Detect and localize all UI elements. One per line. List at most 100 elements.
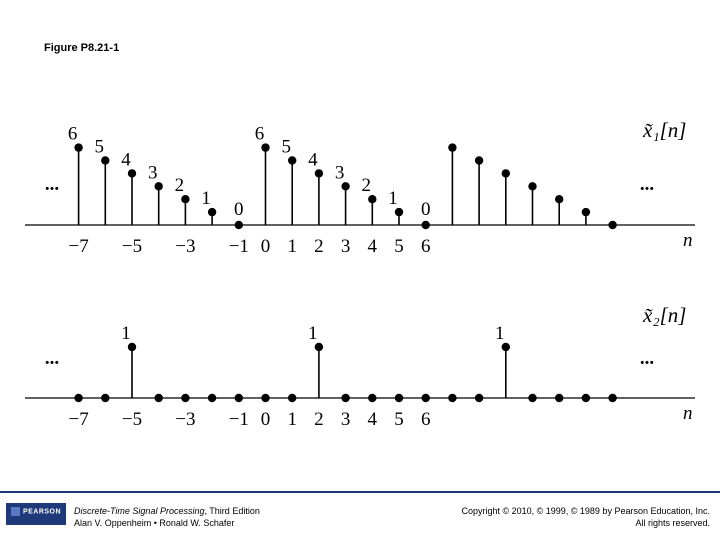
plot2-title: x̃₂[n] bbox=[642, 303, 686, 327]
copyright-text: Copyright © 2010, © 1999, © 1989 by Pear… bbox=[461, 506, 710, 516]
plot2-value-label: 1 bbox=[121, 323, 131, 344]
plot1-sample-point bbox=[368, 195, 377, 204]
plot1-value-label: 1 bbox=[388, 188, 398, 209]
plot1-sample-point bbox=[314, 169, 324, 178]
plot1-tick-label: 5 bbox=[394, 236, 404, 257]
plot2-tick-label: 3 bbox=[341, 409, 351, 430]
plot1-tick-label: −1 bbox=[229, 236, 249, 257]
plot1-sample-point bbox=[234, 220, 243, 230]
plot1-value-label: 3 bbox=[335, 162, 345, 183]
plot1-tick-label: 1 bbox=[287, 236, 297, 257]
book-edition: , Third Edition bbox=[204, 506, 260, 516]
plot2-sample-point bbox=[501, 342, 510, 352]
plot1-tick-label: −5 bbox=[122, 236, 142, 257]
plot1-value-label: 0 bbox=[234, 199, 244, 220]
plot2-tick-label: −5 bbox=[122, 409, 142, 430]
plot1-tick-label: 4 bbox=[368, 236, 378, 257]
plot1-tick-label: 2 bbox=[314, 236, 324, 257]
plot1-sample-point bbox=[448, 143, 457, 152]
plot2-tick-label: −3 bbox=[175, 409, 195, 430]
plot2-sample-point bbox=[448, 393, 457, 403]
plot1-sample-point bbox=[474, 156, 484, 165]
plot2-sample-point bbox=[234, 393, 243, 403]
plot2-tick-label: −7 bbox=[68, 409, 88, 430]
plot1-tick-label: −7 bbox=[68, 236, 88, 257]
plot1-value-label: 6 bbox=[68, 124, 78, 145]
plot2-sample-point bbox=[474, 393, 484, 403]
plot2-sample-point bbox=[341, 393, 350, 403]
plot1-sample-point bbox=[608, 220, 617, 230]
logo-text: PEARSON bbox=[8, 507, 64, 516]
plot2-sample-point bbox=[288, 393, 297, 403]
plot1-sample-point bbox=[288, 156, 297, 165]
plot2-sample-point bbox=[314, 342, 324, 352]
plot2-sample-point bbox=[261, 393, 270, 403]
plot1-value-label: 4 bbox=[308, 149, 318, 170]
plot2-value-label: 1 bbox=[495, 323, 505, 344]
plot2-sample-point bbox=[154, 393, 163, 403]
plot2-tick-label: −1 bbox=[229, 409, 249, 430]
plot2-tick-label: 0 bbox=[261, 409, 271, 430]
plot1-value-label: 4 bbox=[121, 149, 131, 170]
plot1-sample-point bbox=[181, 195, 190, 204]
plot1-sample-point bbox=[394, 207, 404, 217]
plot2-sample-point bbox=[528, 393, 537, 403]
plot1-value-label: 1 bbox=[201, 188, 211, 209]
plot2-sample-point bbox=[394, 393, 404, 403]
plot1-sample-point bbox=[528, 182, 537, 191]
plot1-value-label: 3 bbox=[148, 162, 158, 183]
plot2-tick-label: 1 bbox=[287, 409, 297, 430]
plot1-tick-label: 3 bbox=[341, 236, 351, 257]
plot2-sample-point bbox=[101, 393, 110, 403]
plot2-ellipsis-right: ... bbox=[640, 348, 654, 369]
plot2-sample-point bbox=[368, 393, 377, 403]
plot1-sample-point bbox=[101, 156, 110, 165]
plot1-ellipsis-right: ... bbox=[640, 174, 654, 195]
rights-text: All rights reserved. bbox=[635, 518, 710, 528]
plot1-title: x̃₁[n] bbox=[642, 118, 686, 142]
plot2-tick-label: 4 bbox=[368, 409, 378, 430]
plot1-sample-point bbox=[154, 182, 163, 191]
plot2-sample-point bbox=[181, 393, 190, 403]
publisher-logo: PEARSON bbox=[6, 503, 66, 525]
plot1-tick-label: 6 bbox=[421, 236, 431, 257]
plot1-value-label: 2 bbox=[175, 175, 185, 196]
plot1-ellipsis-left: ... bbox=[45, 174, 59, 195]
figure-label: Figure P8.21-1 bbox=[44, 42, 120, 54]
plot2-sample-point bbox=[127, 342, 137, 352]
plot1-sample-point bbox=[555, 195, 564, 204]
plot1-sample-point bbox=[127, 169, 137, 178]
plot2-ellipsis-left: ... bbox=[45, 348, 59, 369]
book-title: Discrete-Time Signal Processing bbox=[74, 506, 205, 516]
plot1-value-label: 2 bbox=[362, 175, 372, 196]
plot2-sample-point bbox=[74, 393, 83, 403]
plot2-sample-point bbox=[608, 393, 617, 403]
plot1-sample-point bbox=[421, 220, 430, 230]
plot2-sample-point bbox=[581, 393, 591, 403]
footer-rule bbox=[0, 491, 720, 493]
plot1-value-label: 5 bbox=[281, 137, 291, 158]
plot1-sample-point bbox=[207, 207, 217, 217]
plot1-value-label: 0 bbox=[421, 199, 431, 220]
plot2-value-label: 1 bbox=[308, 323, 318, 344]
plot1-sample-point bbox=[341, 182, 350, 191]
plot2-sample-point bbox=[207, 393, 217, 403]
plot1-value-label: 6 bbox=[255, 124, 265, 145]
plot2-x-label: n bbox=[683, 403, 693, 424]
plot1-tick-label: 0 bbox=[261, 236, 271, 257]
plot2-tick-label: 6 bbox=[421, 409, 431, 430]
plot1-sample-point bbox=[501, 169, 510, 178]
plot1-sample-point bbox=[581, 207, 591, 217]
plot1-value-label: 5 bbox=[95, 137, 105, 158]
plot2-sample-point bbox=[421, 393, 430, 403]
copyright-notice: Copyright © 2010, © 1999, © 1989 by Pear… bbox=[461, 505, 710, 529]
plot1-x-label: n bbox=[683, 230, 693, 251]
plot1-sample-point bbox=[74, 143, 83, 152]
plot1-tick-label: −3 bbox=[175, 236, 195, 257]
plot2-tick-label: 5 bbox=[394, 409, 404, 430]
plot1-sample-point bbox=[261, 143, 270, 152]
plot2-sample-point bbox=[555, 393, 564, 403]
book-authors: Alan V. Oppenheim • Ronald W. Schafer bbox=[74, 518, 235, 528]
plot2-tick-label: 2 bbox=[314, 409, 324, 430]
